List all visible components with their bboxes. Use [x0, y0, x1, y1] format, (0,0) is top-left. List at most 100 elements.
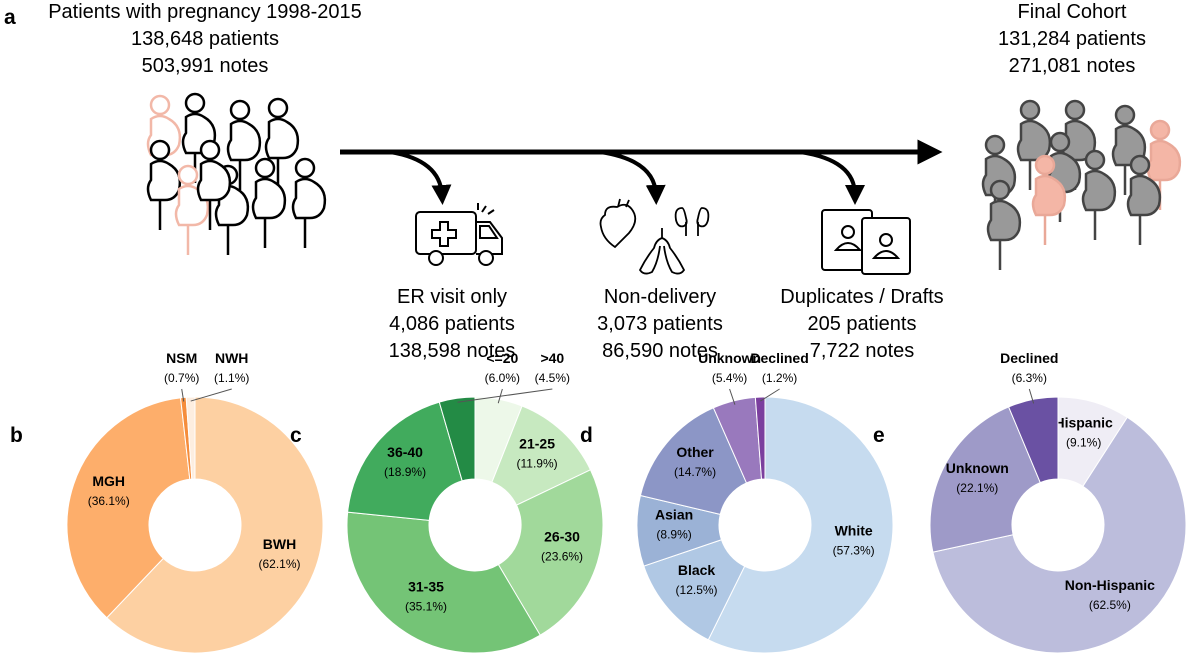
slice [66, 397, 191, 619]
slice-name: NSM [166, 350, 197, 366]
person-head [199, 139, 221, 161]
end-text: 131,284 patients [998, 28, 1146, 50]
person-head [1114, 104, 1136, 126]
person [1031, 154, 1067, 245]
slice-name: Non-Hispanic [1065, 577, 1155, 593]
person [1016, 99, 1052, 190]
slice-value: (57.3%) [833, 544, 875, 558]
person [986, 179, 1022, 270]
slice-value: (14.7%) [674, 465, 716, 479]
person-body [1081, 169, 1117, 212]
slice-value: (22.1%) [956, 481, 998, 495]
slice-name: 31-35 [408, 579, 444, 595]
slice-name: Asian [655, 506, 693, 522]
slice-value: (6.0%) [485, 371, 520, 385]
slice-name: Black [678, 562, 716, 578]
slice [639, 407, 748, 516]
leader-line [1028, 388, 1035, 404]
person-body [291, 177, 327, 220]
slice-value: (8.9%) [656, 527, 691, 541]
slice [707, 396, 894, 654]
person-body [1031, 174, 1067, 217]
person-head [1019, 99, 1041, 121]
person [226, 99, 262, 190]
person-body [226, 119, 262, 162]
start-text: 503,991 notes [142, 55, 269, 77]
exclusion-text: 205 patients [808, 313, 917, 335]
ambulance-icon [415, 203, 503, 266]
slice [438, 396, 476, 482]
slice [106, 396, 324, 654]
person-body [196, 159, 232, 202]
person-head [1149, 119, 1171, 141]
person-head [184, 92, 206, 114]
slice-name: White [835, 523, 873, 539]
slice-name: BWH [263, 536, 296, 552]
end-text: Final Cohort [1018, 1, 1127, 23]
person [291, 157, 327, 248]
person [1081, 149, 1117, 240]
slice-name: Unknown [946, 460, 1009, 476]
slice-value: (12.5%) [676, 583, 718, 597]
leader-line [190, 388, 232, 402]
person-head [267, 97, 289, 119]
slice-value: (36.1%) [88, 494, 130, 508]
person-head [149, 139, 171, 161]
leader-line [457, 388, 553, 403]
person-body [1146, 139, 1182, 182]
person-head [254, 157, 276, 179]
person-head [1034, 154, 1056, 176]
person [251, 157, 287, 248]
person-body [264, 117, 300, 160]
person-body [986, 199, 1022, 242]
slice-name: NWH [215, 350, 248, 366]
slice-name: <=20 [486, 350, 518, 366]
slice-value: (1.2%) [762, 371, 797, 385]
slice-name: Other [676, 444, 714, 460]
slice [346, 511, 541, 654]
person-head [1049, 131, 1071, 153]
exclusion-text: 7,722 notes [810, 340, 915, 362]
slice [1007, 396, 1059, 484]
person-body [1126, 174, 1162, 217]
person-head [229, 99, 251, 121]
person-head [1084, 149, 1106, 171]
slice-value: (9.1%) [1066, 436, 1101, 450]
person-body [251, 177, 287, 220]
slice-value: (1.1%) [214, 371, 249, 385]
exclusion-text: 4,086 patients [389, 313, 515, 335]
people-icons [146, 92, 1182, 270]
exclusion-text: Duplicates / Drafts [780, 286, 943, 308]
slice [347, 401, 463, 521]
slice-value: (62.5%) [1089, 598, 1131, 612]
start-text: Patients with pregnancy 1998-2015 [48, 1, 362, 23]
panel-label: b [10, 424, 23, 447]
slice-name: 21-25 [519, 435, 555, 451]
slice-value: (4.5%) [535, 371, 570, 385]
organs-icon [599, 198, 710, 275]
slice [497, 469, 604, 636]
slice-value: (18.9%) [384, 465, 426, 479]
slice-name: 26-30 [544, 528, 580, 544]
slice [185, 396, 196, 480]
slice-value: (6.3%) [1012, 371, 1047, 385]
person-head [177, 164, 199, 186]
leader-line [181, 388, 185, 402]
leader-line [760, 388, 780, 402]
flow-arrows [340, 139, 943, 205]
slice-name: 36-40 [387, 444, 423, 460]
person [196, 139, 232, 230]
exclusion-text: Non-delivery [604, 286, 716, 308]
exclusion-text: 3,073 patients [597, 313, 723, 335]
person [1126, 154, 1162, 245]
exclusion-text: 86,590 notes [602, 340, 718, 362]
person [264, 97, 300, 188]
panel-label: a [4, 6, 16, 29]
exclusion-text: 138,598 notes [389, 340, 516, 362]
panel-label: c [290, 424, 302, 447]
person-head [989, 179, 1011, 201]
slice-value: (5.4%) [712, 371, 747, 385]
slice-value: (35.1%) [405, 600, 447, 614]
start-text: 138,648 patients [131, 28, 279, 50]
